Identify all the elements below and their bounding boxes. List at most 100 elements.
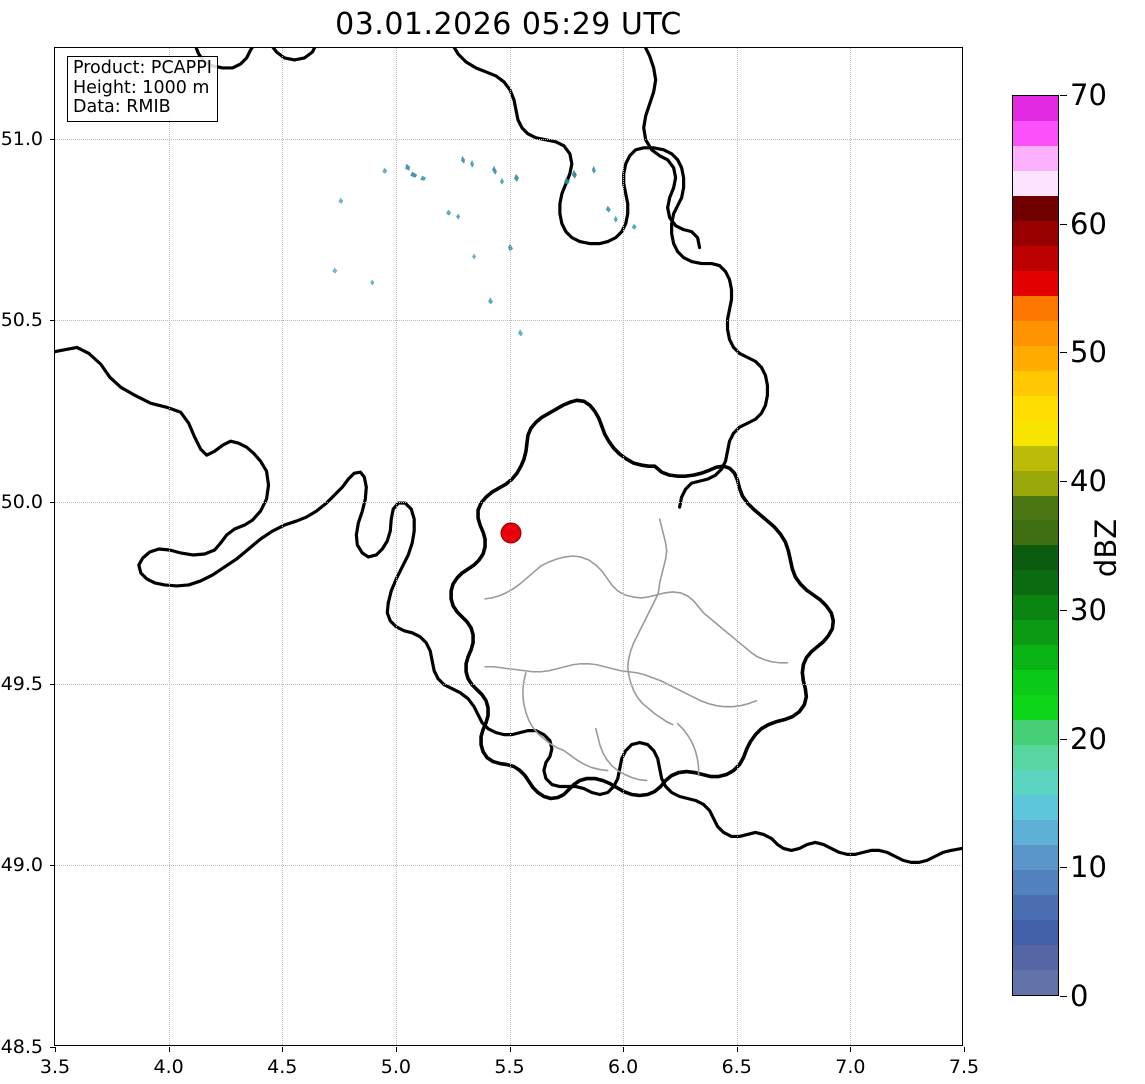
- x-axis-tick-label: 5.5: [494, 1056, 525, 1078]
- colorbar[interactable]: [1012, 95, 1059, 996]
- colorbar-band: [1013, 320, 1058, 346]
- x-axis-tick-label: 3.5: [39, 1056, 71, 1078]
- colorbar-band: [1013, 745, 1058, 771]
- x-axis-tick: [168, 1047, 170, 1052]
- germany-border: [642, 48, 702, 250]
- colorbar-band: [1013, 370, 1058, 396]
- colorbar-band: [1013, 445, 1058, 471]
- radar-map-plot[interactable]: Product: PCAPPI Height: 1000 m Data: RMI…: [1, 47, 979, 1078]
- gridline-horizontal: [55, 502, 962, 504]
- x-axis-tick: [509, 1047, 511, 1052]
- radar-echo-cells: [332, 155, 637, 337]
- colorbar-band: [1013, 470, 1058, 496]
- colorbar-tick-label: 50: [1070, 335, 1107, 370]
- y-axis-tick: [50, 138, 55, 140]
- y-axis-tick-label: 50.5: [0, 309, 43, 332]
- colorbar-band: [1013, 245, 1058, 271]
- gridline-vertical: [736, 48, 738, 1045]
- y-axis-tick-label: 50.0: [0, 491, 43, 514]
- info-data-source: Data: RMIB: [73, 97, 171, 118]
- colorbar-band: [1013, 420, 1058, 446]
- x-axis-tick: [964, 1047, 965, 1052]
- x-axis-tick-label: 6.5: [721, 1056, 752, 1078]
- x-axis-tick: [282, 1047, 284, 1052]
- colorbar-tick-label: 60: [1070, 206, 1107, 241]
- colorbar-band: [1013, 96, 1058, 121]
- colorbar-band: [1013, 120, 1058, 146]
- info-box: Product: PCAPPI Height: 1000 m Data: RMI…: [67, 56, 218, 122]
- gridline-horizontal: [55, 138, 962, 140]
- y-axis-tick: [50, 1047, 55, 1048]
- colorbar-band: [1013, 270, 1058, 296]
- y-axis-tick-label: 48.5: [0, 1036, 43, 1058]
- colorbar-tick: [1060, 609, 1067, 611]
- colorbar-band: [1013, 944, 1058, 970]
- y-axis-tick-label: 49.0: [0, 854, 43, 877]
- colorbar-band: [1013, 570, 1058, 596]
- colorbar-band: [1013, 820, 1058, 846]
- radar-station-marker[interactable]: [500, 522, 522, 544]
- colorbar-band: [1013, 620, 1058, 646]
- y-axis-tick: [50, 502, 55, 504]
- colorbar-band: [1013, 220, 1058, 246]
- colorbar-band: [1013, 795, 1058, 821]
- x-axis-tick-label: 6.0: [608, 1056, 639, 1078]
- y-axis-tick-label: 49.5: [0, 672, 43, 695]
- gridline-vertical: [623, 48, 625, 1045]
- colorbar-band: [1013, 345, 1058, 371]
- colorbar-band: [1013, 695, 1058, 721]
- netherlands-border: [452, 48, 770, 509]
- colorbar-tick: [1060, 352, 1067, 354]
- colorbar-band: [1013, 845, 1058, 871]
- x-axis-tick-label: 7.5: [948, 1056, 980, 1078]
- x-axis-tick-label: 4.0: [153, 1056, 184, 1078]
- x-axis-tick: [850, 1047, 852, 1052]
- info-product: Product: PCAPPI: [73, 58, 212, 78]
- colorbar-band: [1013, 395, 1058, 421]
- colorbar-tick: [1060, 738, 1067, 740]
- colorbar-tick-label: 70: [1070, 78, 1107, 112]
- belgium-border: [55, 345, 962, 864]
- x-axis-tick-label: 5.0: [380, 1056, 411, 1078]
- colorbar-tick-label: 30: [1070, 592, 1107, 627]
- colorbar-band: [1013, 170, 1058, 196]
- x-axis-tick-label: 7.0: [835, 1056, 866, 1078]
- gridline-horizontal: [55, 865, 962, 867]
- y-axis-tick: [50, 865, 55, 867]
- colorbar-band: [1013, 495, 1058, 521]
- y-axis-tick: [50, 320, 55, 322]
- colorbar-tick-label: 40: [1070, 464, 1107, 499]
- colorbar-band: [1013, 969, 1058, 995]
- gridline-vertical: [168, 48, 170, 1045]
- colorbar-band: [1013, 770, 1058, 796]
- colorbar-band: [1013, 595, 1058, 621]
- map-canvas[interactable]: Product: PCAPPI Height: 1000 m Data: RMI…: [55, 48, 962, 1045]
- colorbar-band: [1013, 145, 1058, 171]
- x-axis-tick: [736, 1047, 738, 1052]
- y-axis-tick: [50, 683, 55, 685]
- page-title: 03.01.2026 05:29 UTC: [335, 6, 682, 42]
- colorbar-tick-label: 0: [1070, 979, 1089, 1013]
- colorbar-tick: [1060, 996, 1067, 997]
- colorbar-band: [1013, 545, 1058, 571]
- colorbar-band: [1013, 870, 1058, 895]
- colorbar-band: [1013, 919, 1058, 945]
- gridline-horizontal: [55, 320, 962, 322]
- colorbar-band: [1013, 670, 1058, 696]
- colorbar-tick: [1060, 95, 1067, 96]
- x-axis-tick: [623, 1047, 625, 1052]
- colorbar-tick: [1060, 223, 1067, 225]
- colorbar-tick: [1060, 867, 1067, 869]
- gridline-horizontal: [55, 683, 962, 685]
- colorbar-band: [1013, 895, 1058, 920]
- gridline-vertical: [395, 48, 397, 1045]
- x-axis-tick: [55, 1047, 56, 1052]
- y-axis-tick-label: 51.0: [0, 127, 43, 150]
- colorbar-band: [1013, 520, 1058, 546]
- country-borders-map: [55, 48, 962, 864]
- gridline-vertical: [509, 48, 511, 1045]
- colorbar-tick: [1060, 481, 1067, 483]
- gridline-vertical: [282, 48, 284, 1045]
- colorbar-band: [1013, 645, 1058, 671]
- colorbar-band: [1013, 195, 1058, 221]
